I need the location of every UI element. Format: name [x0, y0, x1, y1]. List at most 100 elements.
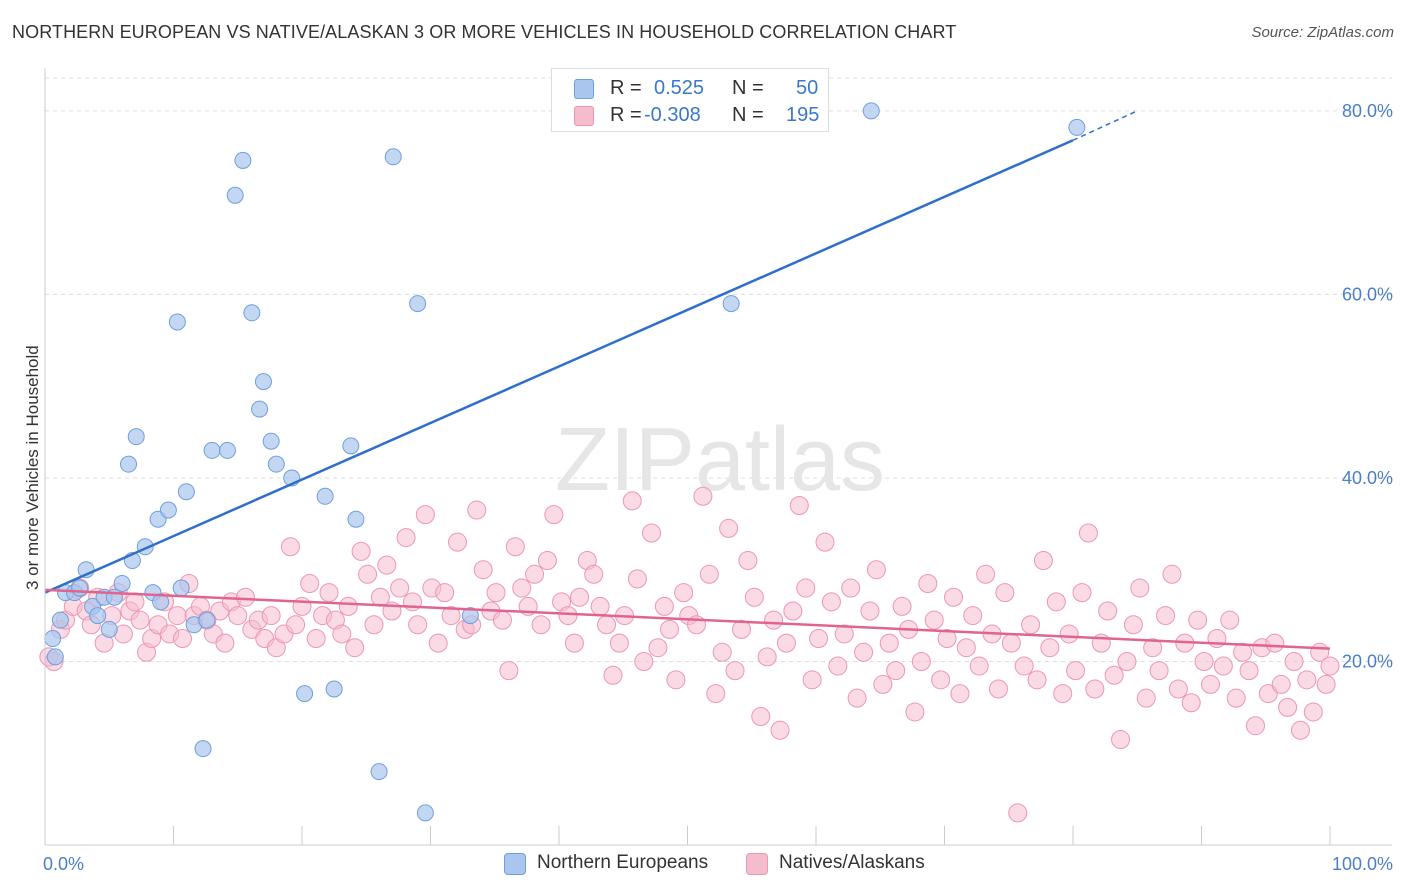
natives-alaskans-point	[1033, 551, 1053, 571]
legend-label-northern-europeans: Northern Europeans	[537, 852, 709, 873]
natives-alaskans-point	[415, 505, 435, 525]
natives-alaskans-point	[956, 638, 976, 658]
r-value-natives-alaskans: -0.308	[644, 104, 701, 126]
northern-europeans-point	[44, 630, 62, 648]
northern-europeans-point	[862, 102, 880, 120]
northern-europeans-point	[409, 295, 427, 313]
natives-alaskans-point	[886, 661, 906, 681]
natives-alaskans-point	[435, 583, 455, 603]
natives-alaskans-point	[544, 505, 564, 525]
natives-alaskans-point	[815, 532, 835, 552]
natives-alaskans-point	[1239, 661, 1259, 681]
natives-alaskans-point	[1245, 716, 1265, 736]
natives-alaskans-point	[1136, 688, 1156, 708]
pink-swatch	[746, 853, 768, 875]
northern-europeans-point	[234, 151, 252, 169]
northern-europeans-point	[198, 611, 216, 629]
natives-alaskans-point	[306, 629, 326, 649]
natives-alaskans-point	[358, 564, 378, 584]
y-tick-label: 40.0%	[1342, 468, 1393, 488]
n-value-northern-europeans: 50	[796, 77, 819, 99]
northern-europeans-point	[296, 685, 314, 703]
natives-alaskans-point	[1130, 578, 1150, 598]
natives-alaskans-point	[834, 624, 854, 644]
northern-europeans-point	[159, 501, 177, 519]
natives-alaskans-point	[537, 551, 557, 571]
natives-alaskans-point	[995, 583, 1015, 603]
legend-label-natives-alaskans: Natives/Alaskans	[779, 852, 925, 873]
natives-alaskans-point	[1117, 651, 1137, 671]
r-label: R =	[610, 104, 642, 126]
northern-europeans-trend-line	[44, 139, 1074, 594]
x-tick-label-max: 100.0%	[1332, 854, 1393, 874]
natives-alaskans-point	[1059, 624, 1079, 644]
natives-alaskans-point	[1104, 665, 1124, 685]
northern-europeans-point	[262, 432, 280, 450]
natives-alaskans-point	[860, 601, 880, 621]
northern-europeans-point	[1068, 118, 1086, 136]
axes: 20.0% 40.0% 60.0% 80.0% 0.0% 100.0%	[43, 68, 1393, 874]
natives-alaskans-point	[338, 596, 358, 616]
natives-alaskans-point	[969, 656, 989, 676]
natives-alaskans-point	[924, 610, 944, 630]
natives-alaskans-point	[879, 633, 899, 653]
natives-alaskans-point	[706, 684, 726, 704]
n-label: N =	[732, 77, 764, 99]
natives-alaskans-point	[744, 587, 764, 607]
natives-alaskans-point	[627, 569, 647, 589]
natives-alaskans-point	[931, 670, 951, 690]
natives-alaskans-point	[428, 633, 448, 653]
northern-europeans-point	[316, 487, 334, 505]
northern-europeans-point	[325, 680, 343, 698]
natives-alaskans-point	[280, 537, 300, 557]
natives-alaskans-point	[712, 642, 732, 662]
natives-alaskans-point	[300, 573, 320, 593]
natives-alaskans-point	[1156, 606, 1176, 626]
natives-alaskans-point	[1053, 684, 1073, 704]
n-value-natives-alaskans: 195	[786, 104, 820, 126]
natives-alaskans-point	[215, 633, 235, 653]
natives-alaskans-point	[789, 495, 809, 515]
natives-alaskans-point	[654, 596, 674, 616]
natives-alaskans-point	[390, 578, 410, 598]
natives-alaskans-point	[1040, 638, 1060, 658]
natives-alaskans-point	[1143, 638, 1163, 658]
natives-alaskans-point	[751, 707, 771, 727]
northern-europeans-point	[113, 574, 131, 592]
n-label: N =	[732, 104, 764, 126]
natives-alaskans-point	[525, 564, 545, 584]
natives-alaskans-point	[1085, 679, 1105, 699]
natives-alaskans-point	[351, 541, 371, 561]
chart-title: NORTHERN EUROPEAN VS NATIVE/ALASKAN 3 OR…	[12, 22, 957, 42]
natives-alaskans-point	[847, 688, 867, 708]
natives-alaskans-point	[558, 606, 578, 626]
natives-alaskans-point	[499, 661, 519, 681]
natives-alaskans-point	[802, 670, 822, 690]
natives-alaskans-point	[693, 486, 713, 506]
natives-alaskans-point	[622, 491, 642, 511]
northern-europeans-point	[172, 579, 190, 597]
natives-alaskans-point	[1001, 633, 1021, 653]
natives-alaskans-point	[364, 615, 384, 635]
natives-alaskans-point	[228, 606, 248, 626]
natives-alaskans-point	[976, 564, 996, 584]
trend-lines	[44, 110, 1331, 650]
natives-alaskans-point	[828, 656, 848, 676]
natives-alaskans-point	[1233, 642, 1253, 662]
northern-europeans-point	[46, 648, 64, 666]
natives-alaskans-point	[332, 624, 352, 644]
northern-europeans-points	[44, 102, 1086, 822]
natives-alaskans-point	[821, 592, 841, 612]
natives-alaskans-point	[167, 606, 187, 626]
natives-alaskans-point	[1149, 661, 1169, 681]
natives-alaskans-point	[261, 606, 281, 626]
natives-alaskans-point	[172, 629, 192, 649]
natives-alaskans-point	[1271, 674, 1291, 694]
natives-alaskans-point	[764, 610, 784, 630]
natives-alaskans-point	[597, 615, 617, 635]
natives-alaskans-point	[988, 679, 1008, 699]
northern-europeans-point	[51, 611, 69, 629]
natives-alaskans-point	[648, 638, 668, 658]
natives-alaskans-point	[1284, 651, 1304, 671]
